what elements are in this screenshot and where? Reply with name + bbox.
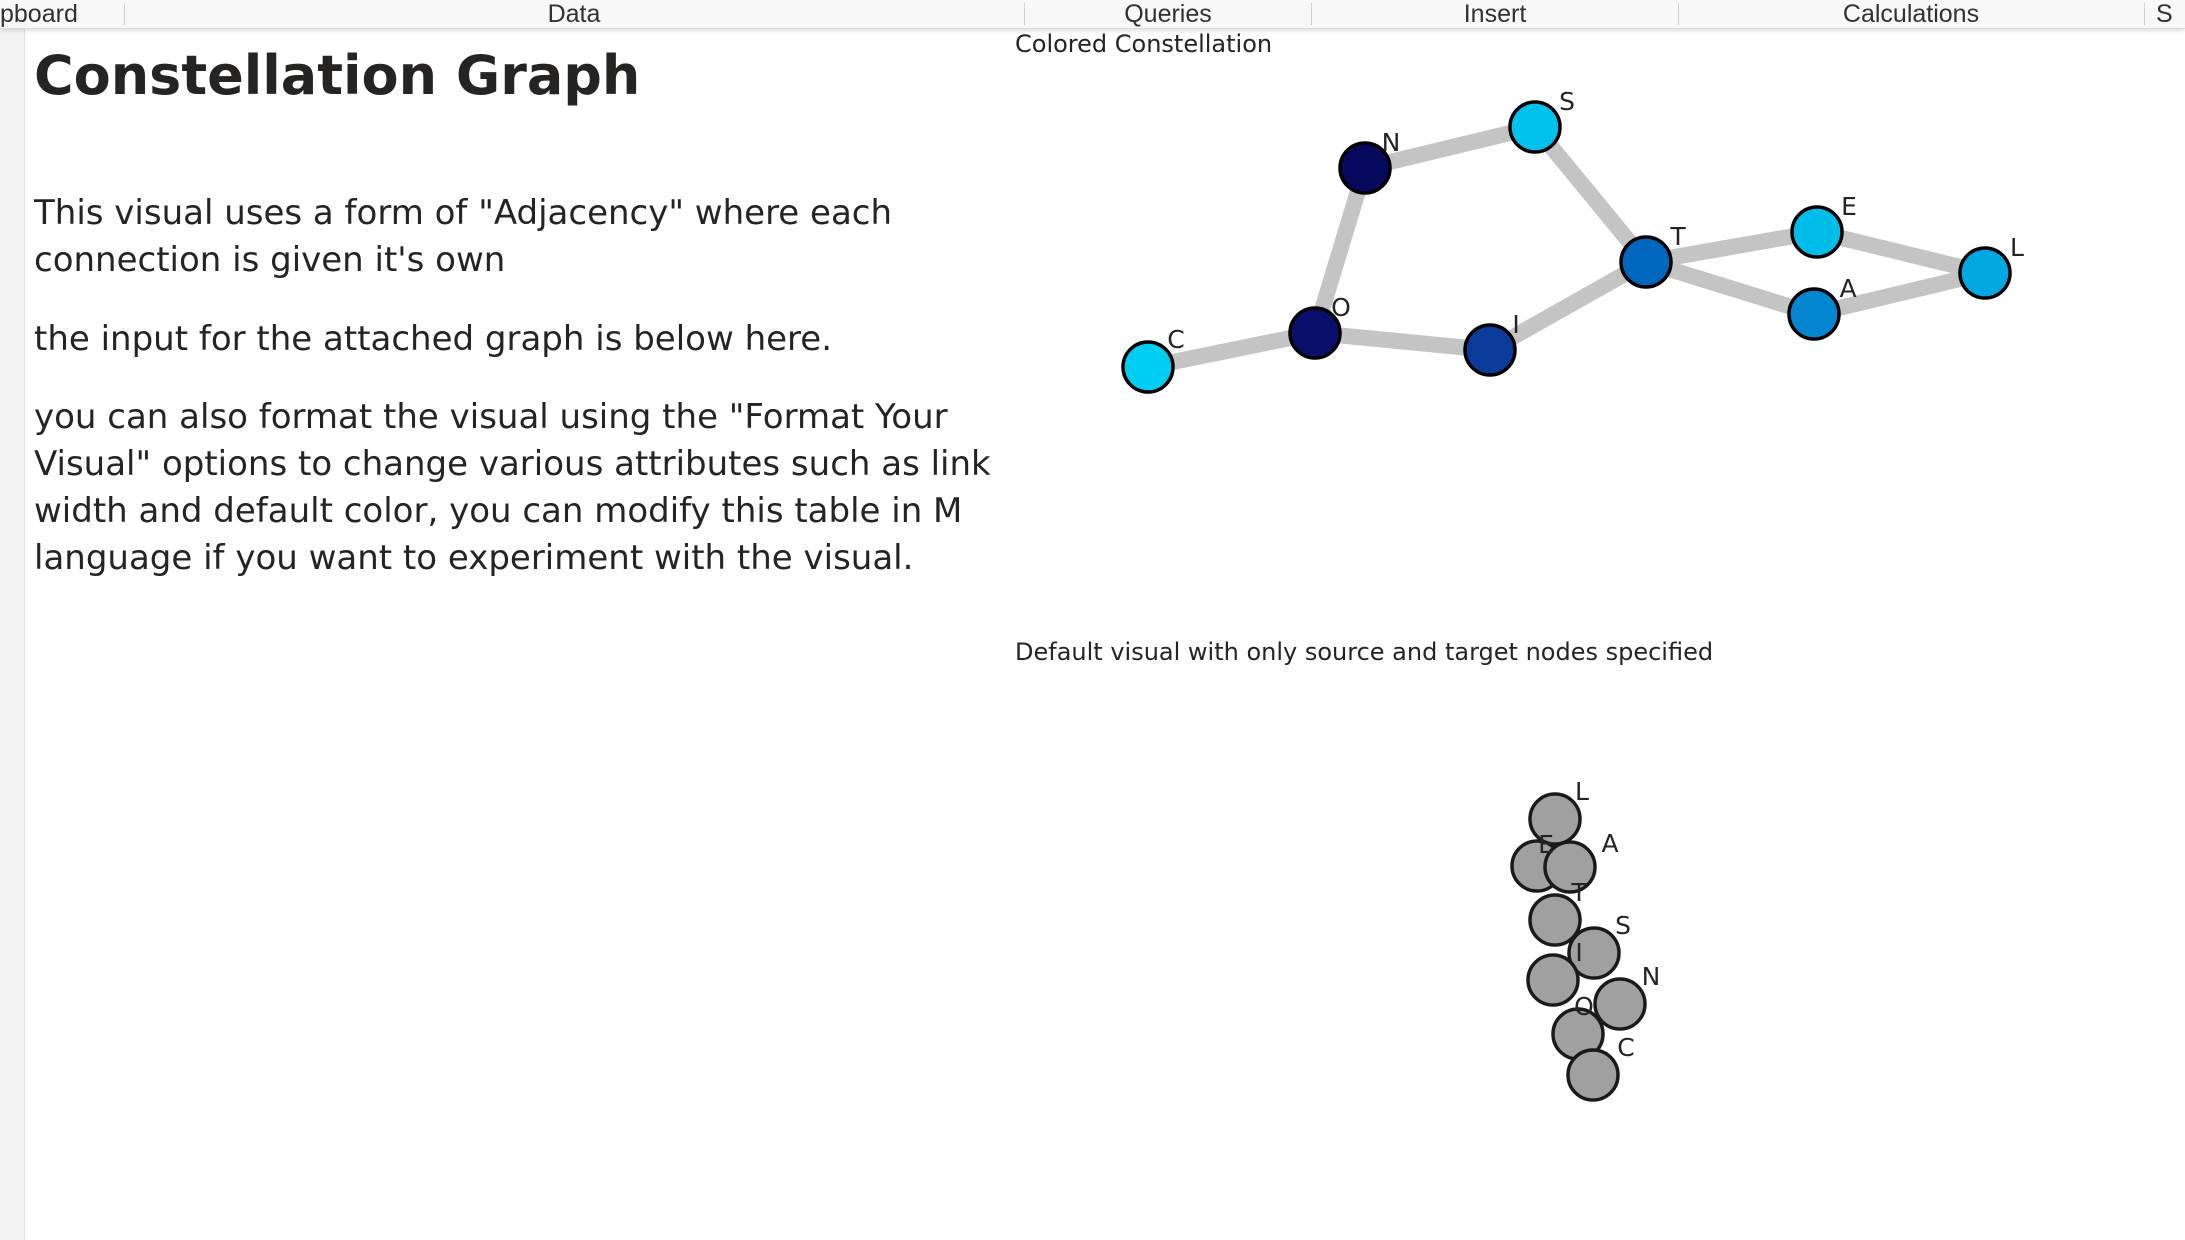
node-I[interactable] — [1463, 323, 1517, 377]
ribbon-group-queries[interactable]: Queries — [1124, 0, 1212, 28]
node-label-N: N — [1642, 962, 1661, 991]
page-title: Constellation Graph — [34, 44, 641, 107]
node-label-O: O — [1574, 992, 1594, 1021]
node-label-L: L — [2010, 233, 2024, 262]
labels-layer: LE ATS I N OC — [1538, 777, 1660, 1062]
ribbon-group-data[interactable]: Data — [547, 0, 601, 28]
node-label-A: A — [1601, 829, 1618, 858]
default-visual-title: Default visual with only source and targ… — [1015, 638, 1714, 666]
node-label-I: I — [1512, 310, 1519, 339]
link-A-L[interactable] — [1812, 265, 1987, 322]
node-T[interactable] — [1619, 235, 1673, 289]
link-E-L[interactable] — [1815, 224, 1987, 281]
left-gutter — [0, 28, 25, 1240]
node-label-T: T — [1570, 878, 1587, 907]
node-S[interactable] — [1508, 100, 1562, 154]
nodes-layer — [1121, 100, 2012, 394]
node-L[interactable] — [1528, 792, 1582, 846]
node-A[interactable] — [1543, 840, 1597, 894]
node-T[interactable] — [1528, 893, 1582, 947]
link-O-I[interactable] — [1314, 325, 1491, 358]
node-label-S: S — [1559, 87, 1575, 116]
colored-visual-title: Colored Constellation — [1015, 30, 1273, 58]
node-label-I: I — [1575, 938, 1582, 967]
node-O[interactable] — [1288, 306, 1342, 360]
node-E[interactable] — [1790, 205, 1844, 259]
ribbon-bar: pboard Data Queries Insert Calculations … — [0, 0, 2185, 29]
node-label-O: O — [1331, 293, 1351, 322]
ribbon-group-calculations[interactable]: Calculations — [1842, 0, 1980, 28]
node-label-C: C — [1167, 325, 1184, 354]
node-N[interactable] — [1338, 141, 1392, 195]
description-paragraph-3: you can also format the visual using the… — [34, 397, 991, 578]
node-label-L: L — [1575, 777, 1589, 806]
link-N-S[interactable] — [1363, 119, 1537, 176]
node-label-N: N — [1382, 128, 1401, 157]
node-I[interactable] — [1526, 953, 1580, 1007]
description-paragraph-2: the input for the attached graph is belo… — [34, 319, 833, 359]
links-layer — [1146, 119, 1987, 375]
ribbon-group-insert[interactable]: Insert — [1463, 0, 1527, 28]
link-T-A[interactable] — [1643, 254, 1817, 322]
ribbon-divider — [1678, 3, 1679, 25]
link-S-T[interactable] — [1528, 121, 1653, 268]
node-C[interactable] — [1121, 340, 1175, 394]
ribbon-divider — [1024, 3, 1025, 25]
link-C-O[interactable] — [1146, 325, 1317, 375]
node-A[interactable] — [1787, 287, 1841, 341]
node-label-A: A — [1839, 274, 1856, 303]
link-I-T[interactable] — [1486, 255, 1650, 357]
link-O-N[interactable] — [1307, 165, 1373, 336]
description-paragraph-1: This visual uses a form of "Adjacency" w… — [34, 193, 893, 280]
labels-layer: C O N S I T E A L — [1167, 87, 2024, 354]
canvas-scrollbar[interactable] — [2171, 28, 2185, 1240]
ribbon-divider — [2144, 3, 2145, 25]
node-label-E: E — [1538, 830, 1554, 859]
node-S[interactable] — [1567, 926, 1621, 980]
node-label-T: T — [1669, 222, 1686, 251]
node-label-C: C — [1617, 1033, 1634, 1062]
link-T-E[interactable] — [1644, 224, 1819, 270]
ribbon-divider — [1311, 3, 1312, 25]
nodes-layer — [1510, 792, 1647, 1102]
ribbon-group-clipboard[interactable]: pboard — [0, 0, 78, 28]
node-C[interactable] — [1566, 1048, 1620, 1102]
default-constellation-graph[interactable]: LE ATS I N OC — [1015, 680, 2145, 1220]
ribbon-divider — [124, 3, 125, 25]
ribbon-group-share[interactable]: S — [2156, 0, 2173, 28]
node-label-S: S — [1615, 911, 1631, 940]
colored-constellation-graph[interactable]: C O N S I T E A L — [1015, 60, 2145, 620]
node-N[interactable] — [1593, 977, 1647, 1031]
node-label-E: E — [1841, 192, 1857, 221]
node-L[interactable] — [1958, 246, 2012, 300]
